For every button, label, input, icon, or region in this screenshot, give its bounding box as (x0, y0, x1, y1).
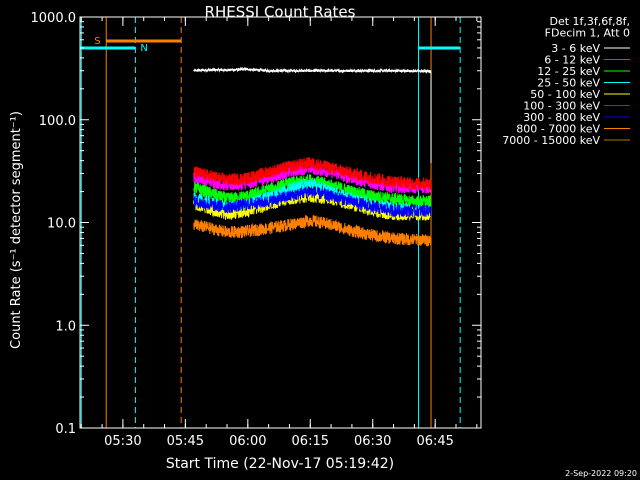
legend-label: 7000 - 15000 keV (502, 134, 600, 147)
y-tick-label: 100.0 (39, 114, 76, 129)
marker-label-n: N (140, 43, 147, 54)
y-tick-label: 0.1 (55, 422, 76, 437)
legend-label: 3 - 6 keV (551, 42, 600, 55)
x-tick-label: 06:45 (416, 434, 453, 449)
series-line-800-7000-kev (193, 215, 432, 247)
series-line-3-6-kev (193, 66, 432, 75)
x-tick-label: 05:45 (167, 434, 204, 449)
legend-label: 300 - 800 keV (523, 111, 600, 124)
series-line-300-800-kev (193, 186, 432, 218)
series-line-100-300-kev (193, 157, 432, 191)
legend-label: 12 - 25 keV (537, 65, 600, 78)
x-tick-label: 06:00 (229, 434, 266, 449)
footer-timestamp: 2-Sep-2022 09:20 (565, 469, 637, 478)
legend-label: 6 - 12 keV (544, 54, 600, 67)
x-tick-label: 06:30 (354, 434, 391, 449)
legend-label: 800 - 7000 keV (516, 123, 600, 136)
x-tick-label: 05:30 (104, 434, 141, 449)
legend-header: Det 1f,3f,6f,8f, (549, 15, 630, 28)
legend-label: 50 - 100 keV (530, 88, 600, 101)
x-axis-label: Start Time (22-Nov-17 05:19:42) (166, 456, 394, 472)
y-tick-label: 1000.0 (31, 11, 77, 26)
x-tick-label: 06:15 (292, 434, 329, 449)
y-tick-label: 1.0 (55, 319, 76, 334)
marker-label-s: S (94, 36, 100, 47)
y-tick-label: 10.0 (47, 217, 76, 232)
legend-label: 25 - 50 keV (537, 77, 600, 90)
legend-label: 100 - 300 keV (523, 100, 600, 113)
y-axis-label: Count Rate (s⁻¹ detector segment⁻¹) (9, 111, 24, 349)
legend-header: FDecim 1, Att 0 (545, 27, 630, 40)
